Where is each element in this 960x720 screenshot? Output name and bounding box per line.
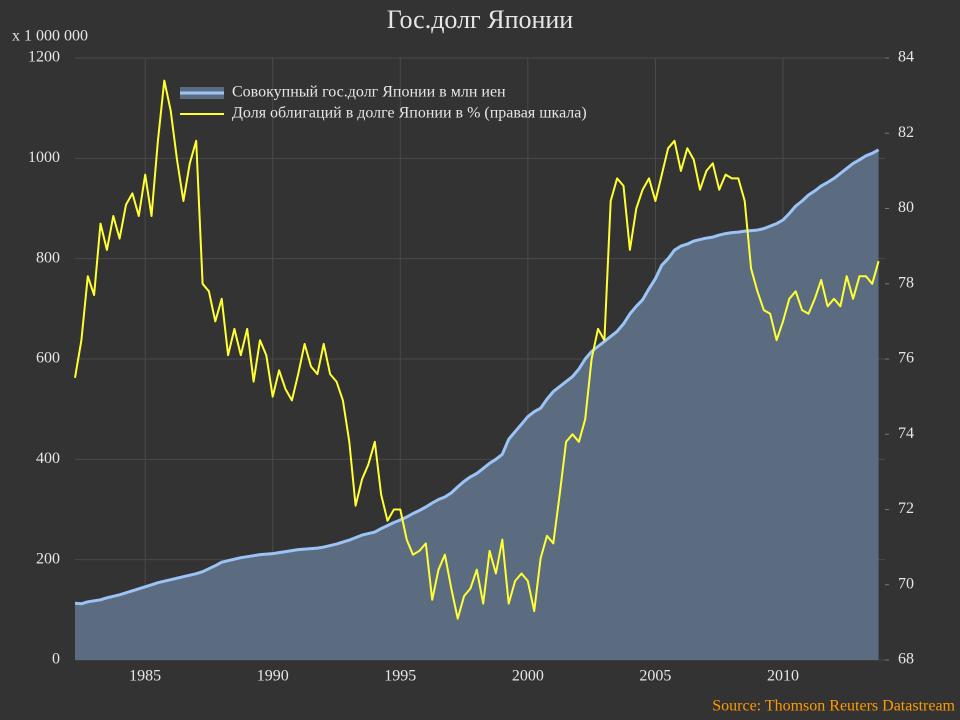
y-tick-label: 200	[36, 550, 60, 567]
y-tick-label: 600	[36, 350, 60, 367]
y2-tick-label: 76	[898, 350, 914, 367]
x-tick-label: 1995	[384, 668, 416, 685]
y2-tick-label: 72	[898, 500, 914, 517]
legend-label: Доля облигаций в долге Японии в % (права…	[232, 105, 587, 122]
legend: Совокупный гос.долг Японии в млн иен Доля…	[180, 84, 587, 122]
y2-tick-label: 74	[898, 425, 914, 442]
y-tick-label: 800	[36, 249, 60, 266]
y2-tick-label: 80	[898, 199, 914, 216]
x-tick-label: 1985	[129, 668, 161, 685]
axes: 0 200 400 600 800 1000 1200 68 70 72 74 76 78 80 82 84 1…	[28, 49, 914, 685]
y2-tick-label: 84	[898, 49, 914, 66]
y2-tick-label: 82	[898, 124, 914, 141]
y-tick-label: 1200	[28, 49, 60, 66]
plot-area	[74, 79, 880, 661]
x-tick-label: 1990	[257, 668, 289, 685]
x-tick-label: 2010	[767, 668, 799, 685]
y2-tick-label: 68	[898, 651, 914, 668]
y-axis-unit: x 1 000 000	[12, 28, 88, 45]
y2-tick-label: 70	[898, 575, 914, 592]
source-note: Source: Thomson Reuters Datastream	[712, 698, 955, 715]
y-tick-label: 1000	[28, 149, 60, 166]
x-tick-label: 2000	[512, 668, 544, 685]
series-line	[74, 148, 880, 606]
y2-tick-label: 78	[898, 274, 914, 291]
y-tick-label: 0	[52, 651, 60, 668]
area-fill	[75, 149, 879, 661]
series-line	[74, 79, 880, 620]
y-tick-label: 400	[36, 450, 60, 467]
x-tick-label: 2005	[639, 668, 671, 685]
legend-label: Совокупный гос.долг Японии в млн иен	[232, 84, 506, 101]
chart-title: Гос.долг Японии	[387, 5, 574, 34]
